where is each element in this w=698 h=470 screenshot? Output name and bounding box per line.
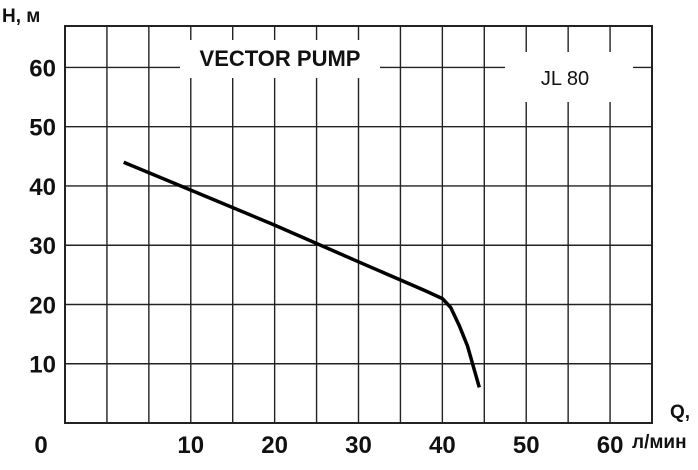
pump-curve-line (123, 160, 481, 388)
title-box (180, 40, 380, 78)
chart-title: VECTOR PUMP (200, 46, 361, 71)
x-tick-label: 10 (177, 432, 204, 459)
x-tick-label: 60 (597, 432, 624, 459)
y-tick-label: 60 (29, 55, 56, 82)
y-tick-label: 30 (29, 233, 56, 260)
series-group (123, 160, 481, 388)
x-tick-label: 50 (513, 432, 540, 459)
x-axis-label-line2: л/мин (632, 432, 687, 453)
y-tick-label: 10 (29, 352, 56, 379)
y-tick-label: 50 (29, 115, 56, 142)
tick-labels: 0 10 20 30 40 50 60 10 20 30 40 50 60 (29, 55, 623, 459)
x-tick-label: 0 (34, 432, 47, 459)
plot-frame (64, 25, 653, 424)
x-tick-label: 30 (345, 432, 372, 459)
x-tick-label: 40 (429, 432, 456, 459)
x-axis-label-line1: Q, (670, 402, 690, 423)
x-tick-label: 20 (261, 432, 288, 459)
model-box (505, 52, 633, 102)
model-label: JL 80 (541, 68, 589, 90)
y-tick-label: 40 (29, 174, 56, 201)
y-axis-label: H, м (2, 6, 40, 27)
y-tick-label: 20 (29, 292, 56, 319)
